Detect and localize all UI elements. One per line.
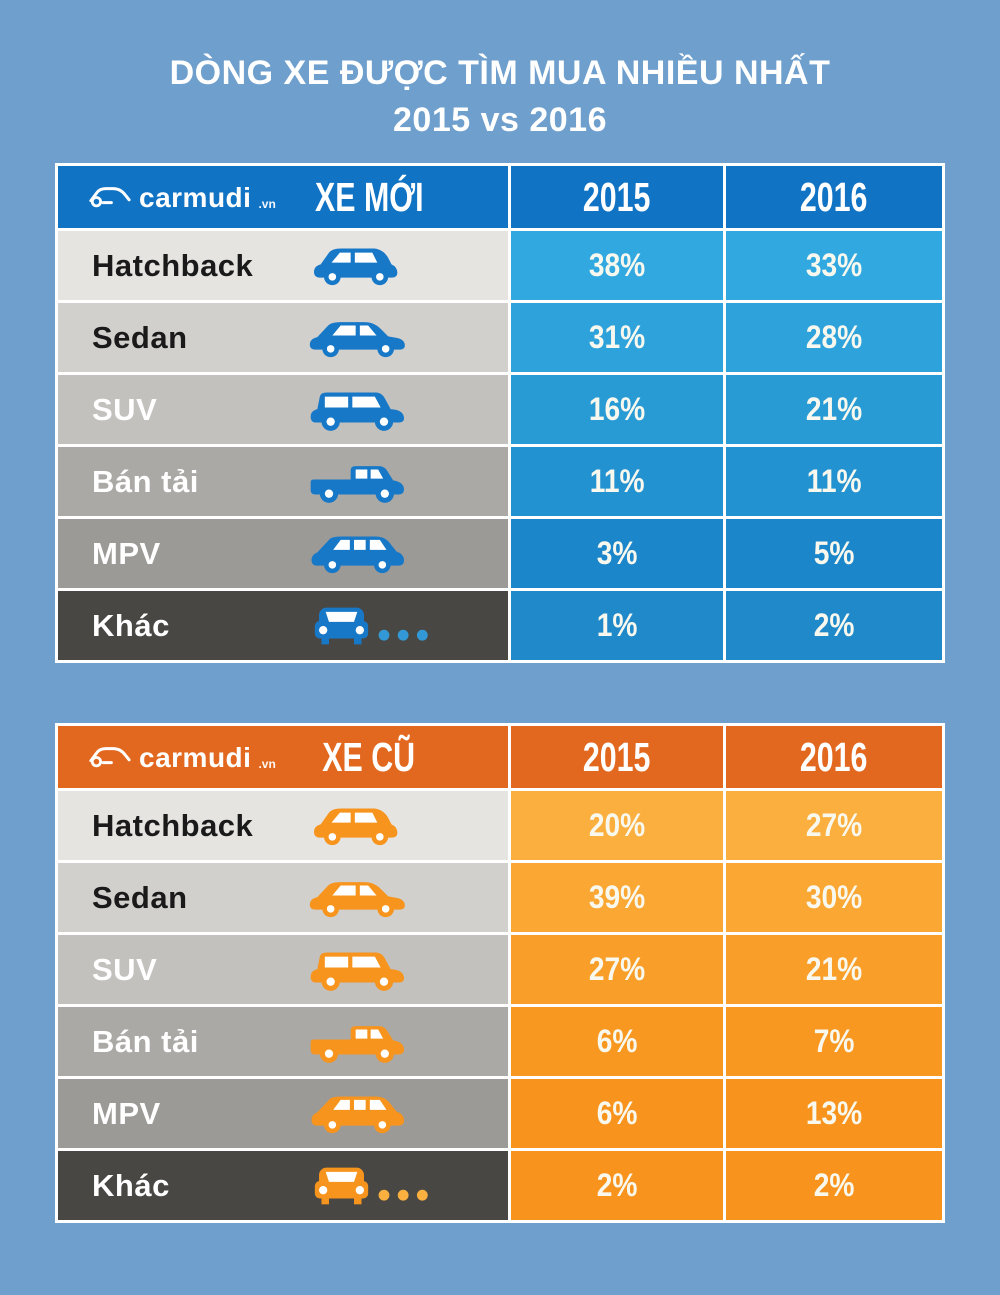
pickup-icon	[304, 1017, 412, 1067]
brand-name: carmudi	[139, 181, 252, 213]
value-2015: 3%	[511, 519, 723, 588]
brand-name: carmudi	[139, 741, 252, 773]
category-label: SUV	[92, 391, 158, 427]
value-2016: 7%	[726, 1007, 942, 1076]
carmudi-car-icon	[89, 186, 131, 207]
category-label: Sedan	[92, 319, 188, 355]
carmudi-car-icon	[89, 746, 131, 767]
sedan-icon	[304, 873, 412, 923]
value-2016: 13%	[726, 1079, 942, 1148]
category-cell: SUV	[58, 375, 508, 444]
column-header-2016: 2016	[726, 726, 942, 788]
value-2015: 11%	[511, 447, 723, 516]
category-label: Bán tải	[92, 463, 199, 499]
column-header-2015: 2015	[511, 726, 723, 788]
brand-tld: .vn	[258, 756, 276, 771]
mpv-icon	[304, 529, 412, 579]
category-cell: Hatchback	[58, 231, 508, 300]
value-2016: 27%	[726, 791, 942, 860]
column-header-2016: 2016	[726, 166, 942, 228]
carmudi-logo: carmudi .vn	[86, 183, 276, 212]
value-2015: 2%	[511, 1151, 723, 1220]
page-title: DÒNG XE ĐƯỢC TÌM MUA NHIỀU NHẤT 2015 vs …	[0, 0, 1000, 144]
other-icon	[304, 1161, 437, 1211]
value-2015: 6%	[511, 1079, 723, 1148]
value-2015: 31%	[511, 303, 723, 372]
category-label: Hatchback	[92, 247, 254, 283]
category-label: Bán tải	[92, 1023, 199, 1059]
value-2016: 2%	[726, 1151, 942, 1220]
suv-icon	[304, 385, 412, 435]
carmudi-logo: carmudi .vn	[86, 743, 276, 772]
value-2016: 30%	[726, 863, 942, 932]
table-brand-header: carmudi .vn XE CŨ	[58, 726, 508, 788]
value-2015: 1%	[511, 591, 723, 660]
value-2015: 38%	[511, 231, 723, 300]
value-2015: 27%	[511, 935, 723, 1004]
value-2015: 20%	[511, 791, 723, 860]
title-line-2: 2015 vs 2016	[393, 101, 607, 139]
value-2016: 21%	[726, 935, 942, 1004]
used-cars-table: carmudi .vn XE CŨ 2015 2016 Hatchback 20%…	[55, 723, 945, 1223]
brand-tld: .vn	[258, 196, 276, 211]
category-cell: Sedan	[58, 303, 508, 372]
category-label: Khác	[92, 1167, 170, 1203]
suv-icon	[304, 945, 412, 995]
category-label: MPV	[92, 1095, 161, 1131]
value-2016: 5%	[726, 519, 942, 588]
category-label: Khác	[92, 607, 170, 643]
column-header-2015: 2015	[511, 166, 723, 228]
category-cell: Bán tải	[58, 1007, 508, 1076]
hatchback-icon	[304, 241, 412, 291]
category-cell: Khác	[58, 1151, 508, 1220]
pickup-icon	[304, 457, 412, 507]
category-cell: Hatchback	[58, 791, 508, 860]
category-cell: MPV	[58, 1079, 508, 1148]
new-cars-table: carmudi .vn XE MỚI 2015 2016 Hatchback 38…	[55, 163, 945, 663]
value-2016: 2%	[726, 591, 942, 660]
value-2016: 11%	[726, 447, 942, 516]
value-2015: 6%	[511, 1007, 723, 1076]
hatchback-icon	[304, 801, 412, 851]
mpv-icon	[304, 1089, 412, 1139]
category-cell: MPV	[58, 519, 508, 588]
table-title-label: XE MỚI	[314, 173, 424, 220]
other-icon	[304, 601, 437, 651]
category-label: SUV	[92, 951, 158, 987]
table-title-label: XE CŨ	[322, 733, 416, 780]
value-2015: 39%	[511, 863, 723, 932]
category-cell: SUV	[58, 935, 508, 1004]
value-2015: 16%	[511, 375, 723, 444]
category-label: MPV	[92, 535, 161, 571]
category-cell: Khác	[58, 591, 508, 660]
value-2016: 28%	[726, 303, 942, 372]
table-brand-header: carmudi .vn XE MỚI	[58, 166, 508, 228]
value-2016: 21%	[726, 375, 942, 444]
sedan-icon	[304, 313, 412, 363]
category-cell: Sedan	[58, 863, 508, 932]
value-2016: 33%	[726, 231, 942, 300]
category-cell: Bán tải	[58, 447, 508, 516]
title-line-1: DÒNG XE ĐƯỢC TÌM MUA NHIỀU NHẤT	[169, 54, 831, 92]
category-label: Sedan	[92, 879, 188, 915]
category-label: Hatchback	[92, 807, 254, 843]
